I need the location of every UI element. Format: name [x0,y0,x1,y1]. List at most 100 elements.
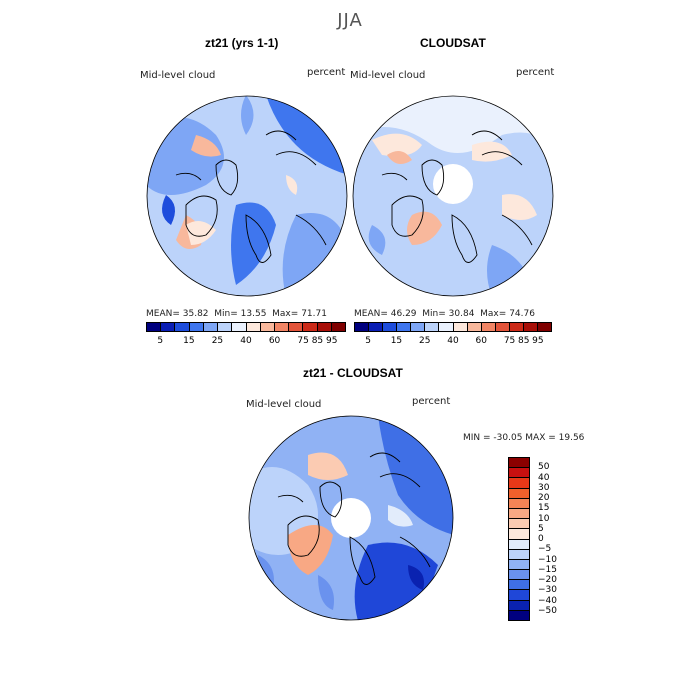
diff-colorbar-swatch [509,519,529,530]
panel2-colorbar-swatch [369,323,384,331]
panel2-colorbar-tick-label: 5 [365,336,372,346]
panel2-colorbar-tick-label: 25 [418,336,431,346]
panel1-variable-label: Mid-level cloud [140,70,216,81]
panel1-polar-map [146,95,348,297]
diff-colorbar-tick-label: −15 [538,564,557,575]
diff-colorbar-swatch [509,600,529,611]
panel2-colorbar-swatch [425,323,440,331]
panel1-colorbar-swatch [232,323,247,331]
panel1-colorbar-swatch [303,323,318,331]
panel1-colorbar-swatch [274,323,290,331]
panel1-min-value: 13.55 [240,309,267,319]
panel2-colorbar-swatch [538,323,552,331]
panel1-colorbar-tick-label: 25 [211,336,224,346]
diff-colorbar-tick-label: 10 [538,513,550,524]
diff-colorbar-tick-label: −20 [538,575,557,585]
diff-colorbar-swatch [509,580,529,591]
diff-colorbar-tick-label: −10 [538,554,557,565]
diff-units-label: percent [412,396,451,407]
diff-minmax-text: MIN = -30.05 MAX = 19.56 [463,433,585,443]
panel2-variable-label: Mid-level cloud [350,70,426,81]
diff-colorbar-tick-label: 30 [538,482,550,493]
season-title: JJA [337,10,363,31]
panel2-max-value: 74.76 [509,309,535,319]
panel2-colorbar-swatch [453,323,468,331]
panel2-colorbar-swatch [481,323,496,331]
panel1-max-label: Max= [272,309,299,319]
panel2-colorbar-swatch [397,323,412,331]
panel2-colorbar [354,322,552,332]
panel2-units-label: percent [516,67,555,78]
diff-variable-label: Mid-level cloud [246,399,322,410]
diff-polar-map [248,415,454,621]
panel2-min-label: Min= [422,309,446,319]
panel1-mean-value: 35.82 [182,309,209,319]
diff-colorbar-swatch [509,508,529,520]
panel2-colorbar-swatch [383,323,398,331]
panel2-mean-value: 46.29 [390,309,417,319]
panel2-colorbar-swatch [355,323,370,331]
panel1-colorbar-swatch [246,323,261,331]
panel2-title: CLOUDSAT [420,36,486,50]
panel2-colorbar-swatch [439,323,454,331]
diff-colorbar-swatch [509,498,529,509]
panel1-colorbar [146,322,346,332]
panel2-colorbar-swatch [467,323,482,331]
panel1-colorbar-tick-label: 5 [157,336,164,346]
diff-colorbar-tick-label: 15 [538,503,550,514]
panel2-max-label: Max= [480,309,507,319]
panel1-mean-label: MEAN= [146,309,180,319]
diff-colorbar-swatch [509,478,529,489]
panel2-colorbar-tick-label: 40 [447,336,459,346]
panel1-stats: MEAN= 35.82 Min= 13.55 Max= 71.71 [146,309,327,319]
panel2-colorbar-tick-label: 15 [390,336,403,346]
panel1-colorbar-swatch [203,323,219,331]
diff-colorbar-swatch [509,559,529,571]
panel1-units-label: percent [307,67,346,78]
panel2-colorbar-swatch [523,323,539,331]
diff-colorbar-swatch [509,539,529,550]
diff-colorbar-swatch [509,458,529,469]
diff-colorbar-tick-label: 0 [538,534,544,544]
panel1-colorbar-swatch [218,323,233,331]
panel1-colorbar-swatch [289,323,304,331]
diff-colorbar-swatch [509,529,529,540]
diff-colorbar-swatch [509,468,529,479]
panel1-colorbar-swatch [161,323,176,331]
diff-colorbar-swatch [509,488,529,499]
panel2-colorbar-swatch [411,323,426,331]
panel2-min-value: 30.84 [448,309,475,319]
diff-colorbar-tick-label: 5 [538,523,544,534]
panel1-colorbar-tick-label: 15 [183,336,195,346]
diff-colorbar-tick-label: −40 [538,595,557,606]
panel2-colorbar-tick-label: 85 [517,336,530,346]
panel2-stats: MEAN= 46.29 Min= 30.84 Max= 74.76 [354,309,535,319]
panel2-mean-label: MEAN= [354,309,388,319]
panel2-colorbar-tick-label: 75 [503,336,516,346]
panel1-colorbar-swatch [260,323,275,331]
panel2-colorbar-swatch [509,323,524,331]
diff-colorbar-tick-label: −50 [538,605,557,616]
diff-colorbar-swatch [509,570,529,581]
panel1-colorbar-swatch [189,323,204,331]
diff-panel-title: zt21 - CLOUDSAT [303,366,403,380]
panel1-colorbar-tick-label: 95 [325,336,338,346]
panel1-colorbar-tick-label: 60 [268,336,281,346]
panel2-colorbar-swatch [495,323,510,331]
panel1-colorbar-tick-label: 40 [240,336,252,346]
panel1-max-value: 71.71 [301,309,327,319]
panel2-polar-map [352,95,554,297]
panel1-colorbar-tick-label: 85 [311,336,324,346]
diff-colorbar-swatch [509,610,529,620]
panel1-colorbar-swatch [317,323,332,331]
diff-colorbar-swatch [509,549,529,560]
diff-colorbar-swatch [509,590,529,601]
panel1-colorbar-swatch [147,323,162,331]
diff-colorbar-tick-label: 50 [538,462,550,473]
diff-colorbar [508,457,530,621]
panel2-colorbar-tick-label: 60 [475,336,488,346]
diff-colorbar-tick-label: 20 [538,493,550,503]
diff-colorbar-tick-label: −30 [538,585,557,596]
panel1-colorbar-tick-label: 75 [297,336,309,346]
panel1-colorbar-swatch [175,323,190,331]
